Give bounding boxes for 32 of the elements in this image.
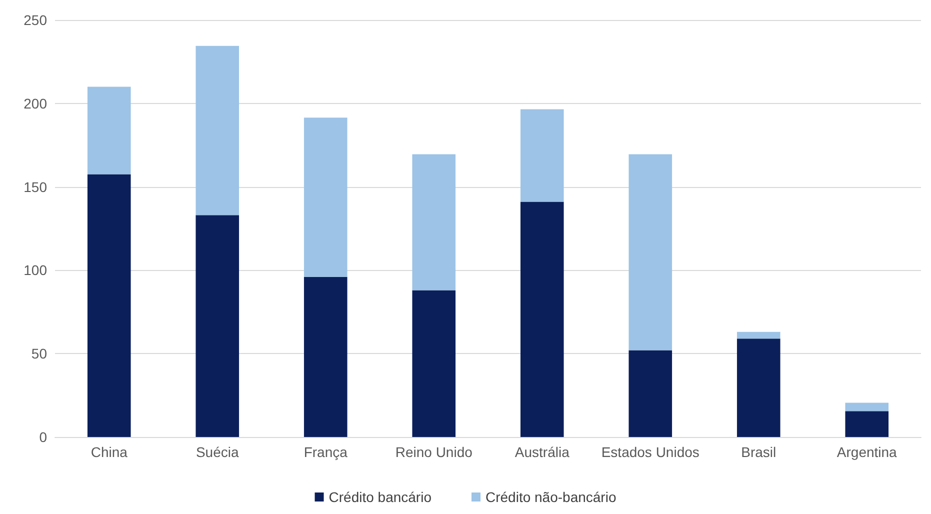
x-tick-label: Reino Unido [395,444,473,460]
bar [196,215,240,437]
x-tick-label: Estados Unidos [601,444,700,460]
x-tick-label: China [90,444,128,460]
bar [412,290,456,437]
legend-label: Crédito não-bancário [485,489,616,505]
bar [628,154,672,350]
bar [196,46,240,216]
bar [520,109,564,202]
bar [628,350,672,437]
bar [736,338,780,437]
x-tick-label: Suécia [196,444,239,460]
bar [736,332,780,339]
bar [412,154,456,290]
bar [304,118,348,277]
bar [304,276,348,437]
bar [520,202,564,437]
legend-label: Crédito bancário [328,489,432,505]
y-tick-label: 50 [31,346,48,362]
bar [87,174,131,437]
x-tick-label: Brasil [741,444,776,460]
x-tick-label: Argentina [836,444,898,460]
bar [845,411,889,437]
y-tick-label: 250 [24,12,48,28]
bar [87,86,131,174]
x-tick-label: França [304,444,348,460]
y-tick-label: 200 [24,95,48,112]
y-tick-label: 0 [39,429,48,445]
x-tick-label: Austrália [514,444,570,460]
y-tick-label: 150 [24,178,48,195]
y-tick-label: 100 [24,262,48,278]
bar [845,402,889,412]
